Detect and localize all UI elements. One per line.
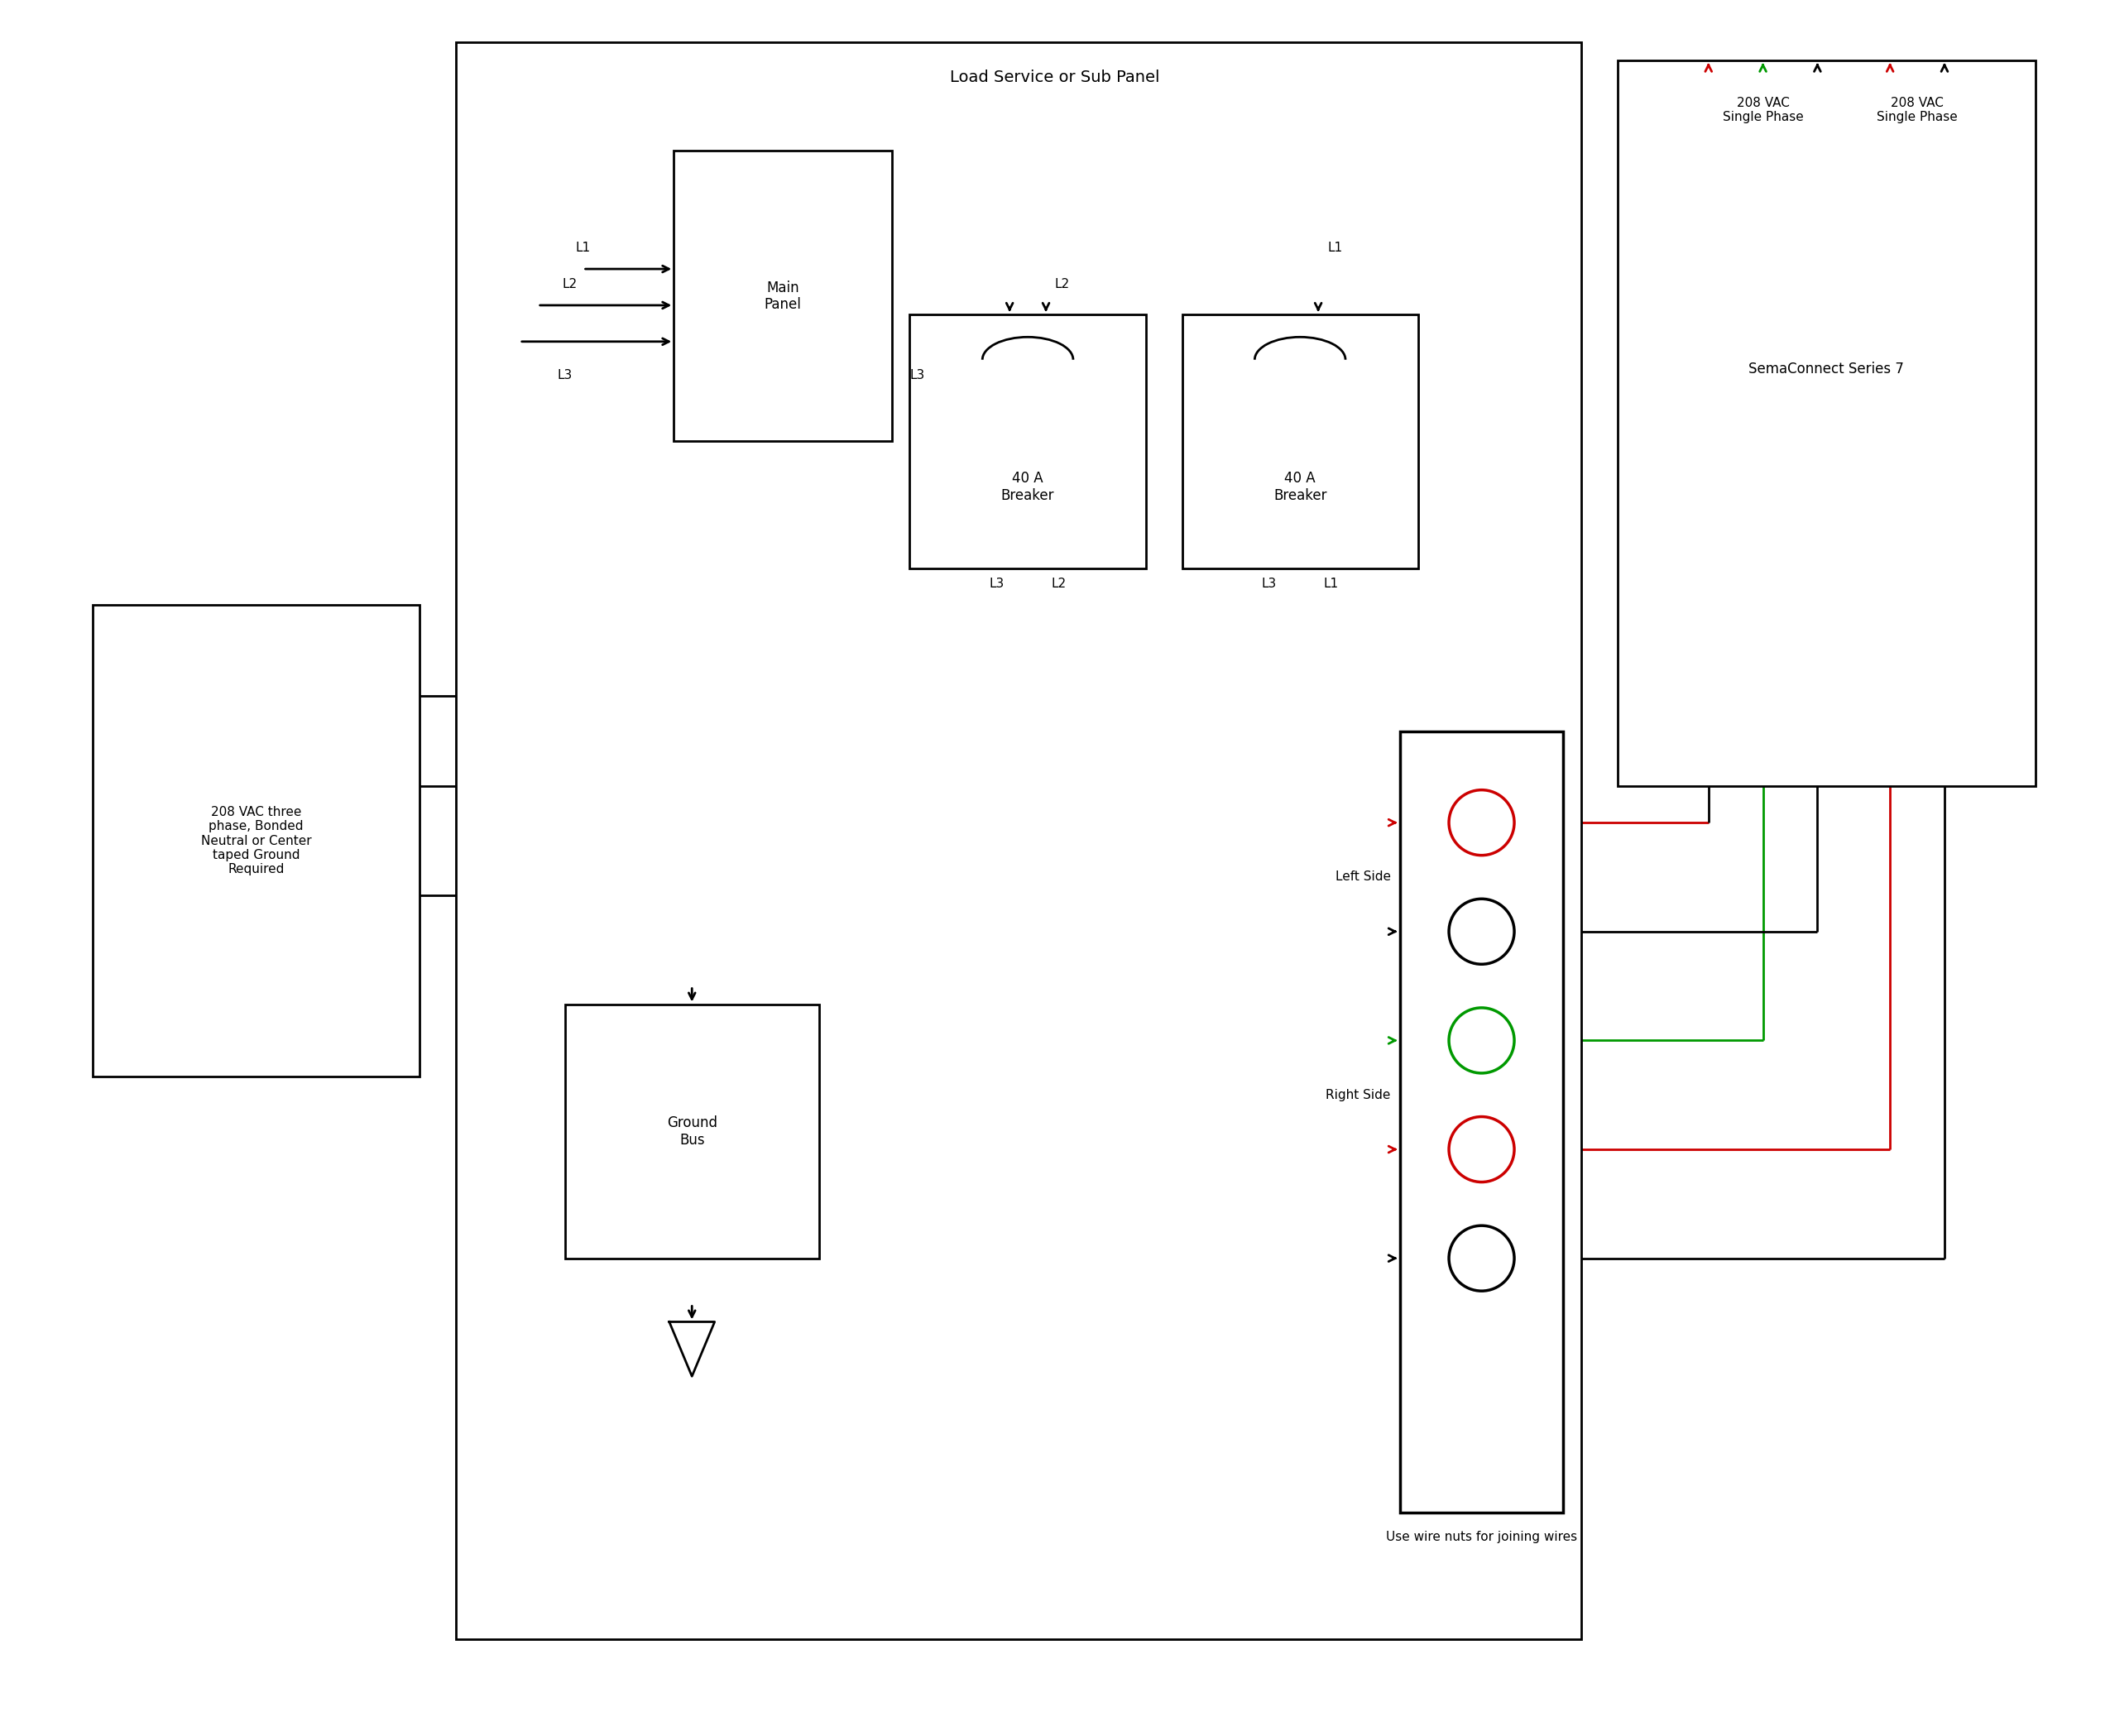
Text: 208 VAC
Single Phase: 208 VAC Single Phase — [1876, 97, 1958, 123]
Text: L3: L3 — [909, 368, 924, 382]
Text: L2: L2 — [1055, 278, 1070, 290]
Text: L3: L3 — [1262, 578, 1277, 590]
Text: Left Side: Left Side — [1336, 871, 1390, 884]
Text: L2: L2 — [561, 278, 576, 290]
Bar — [565, 1003, 819, 1259]
Bar — [1399, 733, 1564, 1512]
Bar — [93, 604, 420, 1076]
Bar — [1182, 314, 1418, 568]
Text: L1: L1 — [1327, 241, 1342, 255]
Text: L1: L1 — [576, 241, 591, 255]
Text: 208 VAC
Single Phase: 208 VAC Single Phase — [1722, 97, 1804, 123]
Bar — [673, 151, 893, 441]
Text: Ground
Bus: Ground Bus — [667, 1115, 717, 1147]
Bar — [456, 42, 1580, 1639]
Text: Use wire nuts for joining wires: Use wire nuts for joining wires — [1386, 1531, 1576, 1543]
Text: SemaConnect Series 7: SemaConnect Series 7 — [1749, 361, 1903, 377]
Text: L2: L2 — [1051, 578, 1066, 590]
Text: 208 VAC three
phase, Bonded
Neutral or Center
taped Ground
Required: 208 VAC three phase, Bonded Neutral or C… — [200, 806, 312, 875]
Text: Right Side: Right Side — [1325, 1088, 1390, 1101]
Text: 40 A
Breaker: 40 A Breaker — [1000, 470, 1055, 503]
Text: 40 A
Breaker: 40 A Breaker — [1272, 470, 1327, 503]
Text: Main
Panel: Main Panel — [764, 279, 802, 312]
Bar — [1618, 61, 2036, 786]
Bar — [909, 314, 1146, 568]
Text: L1: L1 — [1323, 578, 1338, 590]
Text: L3: L3 — [990, 578, 1004, 590]
Text: Load Service or Sub Panel: Load Service or Sub Panel — [949, 69, 1160, 85]
Text: L3: L3 — [557, 368, 572, 382]
